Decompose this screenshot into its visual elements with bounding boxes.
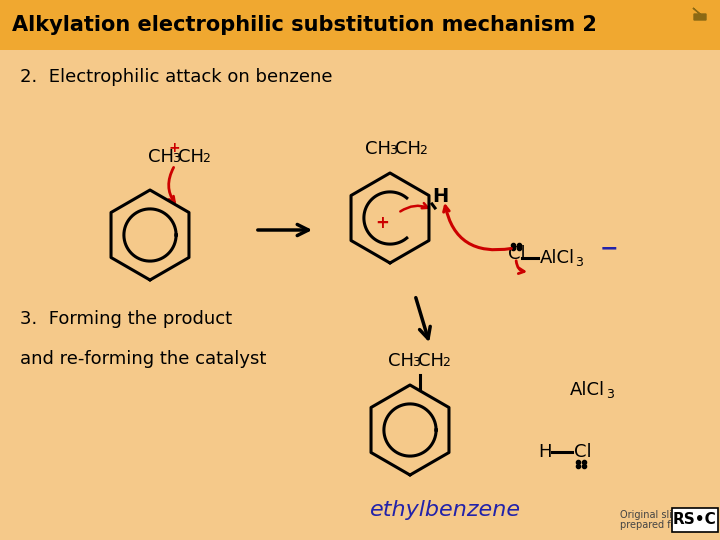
Text: 2: 2 <box>442 356 450 369</box>
Text: H: H <box>538 443 552 461</box>
Text: +: + <box>375 214 389 232</box>
Text: AlCl: AlCl <box>540 249 575 267</box>
Text: CH: CH <box>388 352 414 370</box>
Text: 2.  Electrophilic attack on benzene: 2. Electrophilic attack on benzene <box>20 68 333 86</box>
Text: ethylbenzene: ethylbenzene <box>370 500 521 520</box>
Text: CH: CH <box>365 140 391 158</box>
Text: 2: 2 <box>202 152 210 165</box>
Text: and re-forming the catalyst: and re-forming the catalyst <box>20 350 266 368</box>
Text: RS•C: RS•C <box>673 512 717 528</box>
Text: CH: CH <box>148 148 174 166</box>
Text: Original slide: Original slide <box>620 510 684 520</box>
Text: Cl: Cl <box>574 443 592 461</box>
Text: −: − <box>600 238 618 258</box>
Text: Cl: Cl <box>508 245 526 263</box>
Text: 3: 3 <box>575 255 583 268</box>
Text: 3.  Forming the product: 3. Forming the product <box>20 310 232 328</box>
Text: 2: 2 <box>419 144 427 157</box>
Text: 3: 3 <box>172 152 180 165</box>
Text: 3: 3 <box>389 144 397 157</box>
Text: CH: CH <box>395 140 421 158</box>
Bar <box>672 508 718 532</box>
Text: 3: 3 <box>412 356 420 369</box>
Text: +: + <box>168 141 179 155</box>
Text: prepared for the: prepared for the <box>620 520 700 530</box>
Text: AlCl: AlCl <box>570 381 605 399</box>
Text: Alkylation electrophilic substitution mechanism 2: Alkylation electrophilic substitution me… <box>12 15 597 35</box>
Text: CH: CH <box>418 352 444 370</box>
Text: H: H <box>432 187 449 206</box>
Text: CH: CH <box>178 148 204 166</box>
Text: 3: 3 <box>606 388 614 402</box>
Bar <box>0 0 720 50</box>
Polygon shape <box>693 8 706 20</box>
